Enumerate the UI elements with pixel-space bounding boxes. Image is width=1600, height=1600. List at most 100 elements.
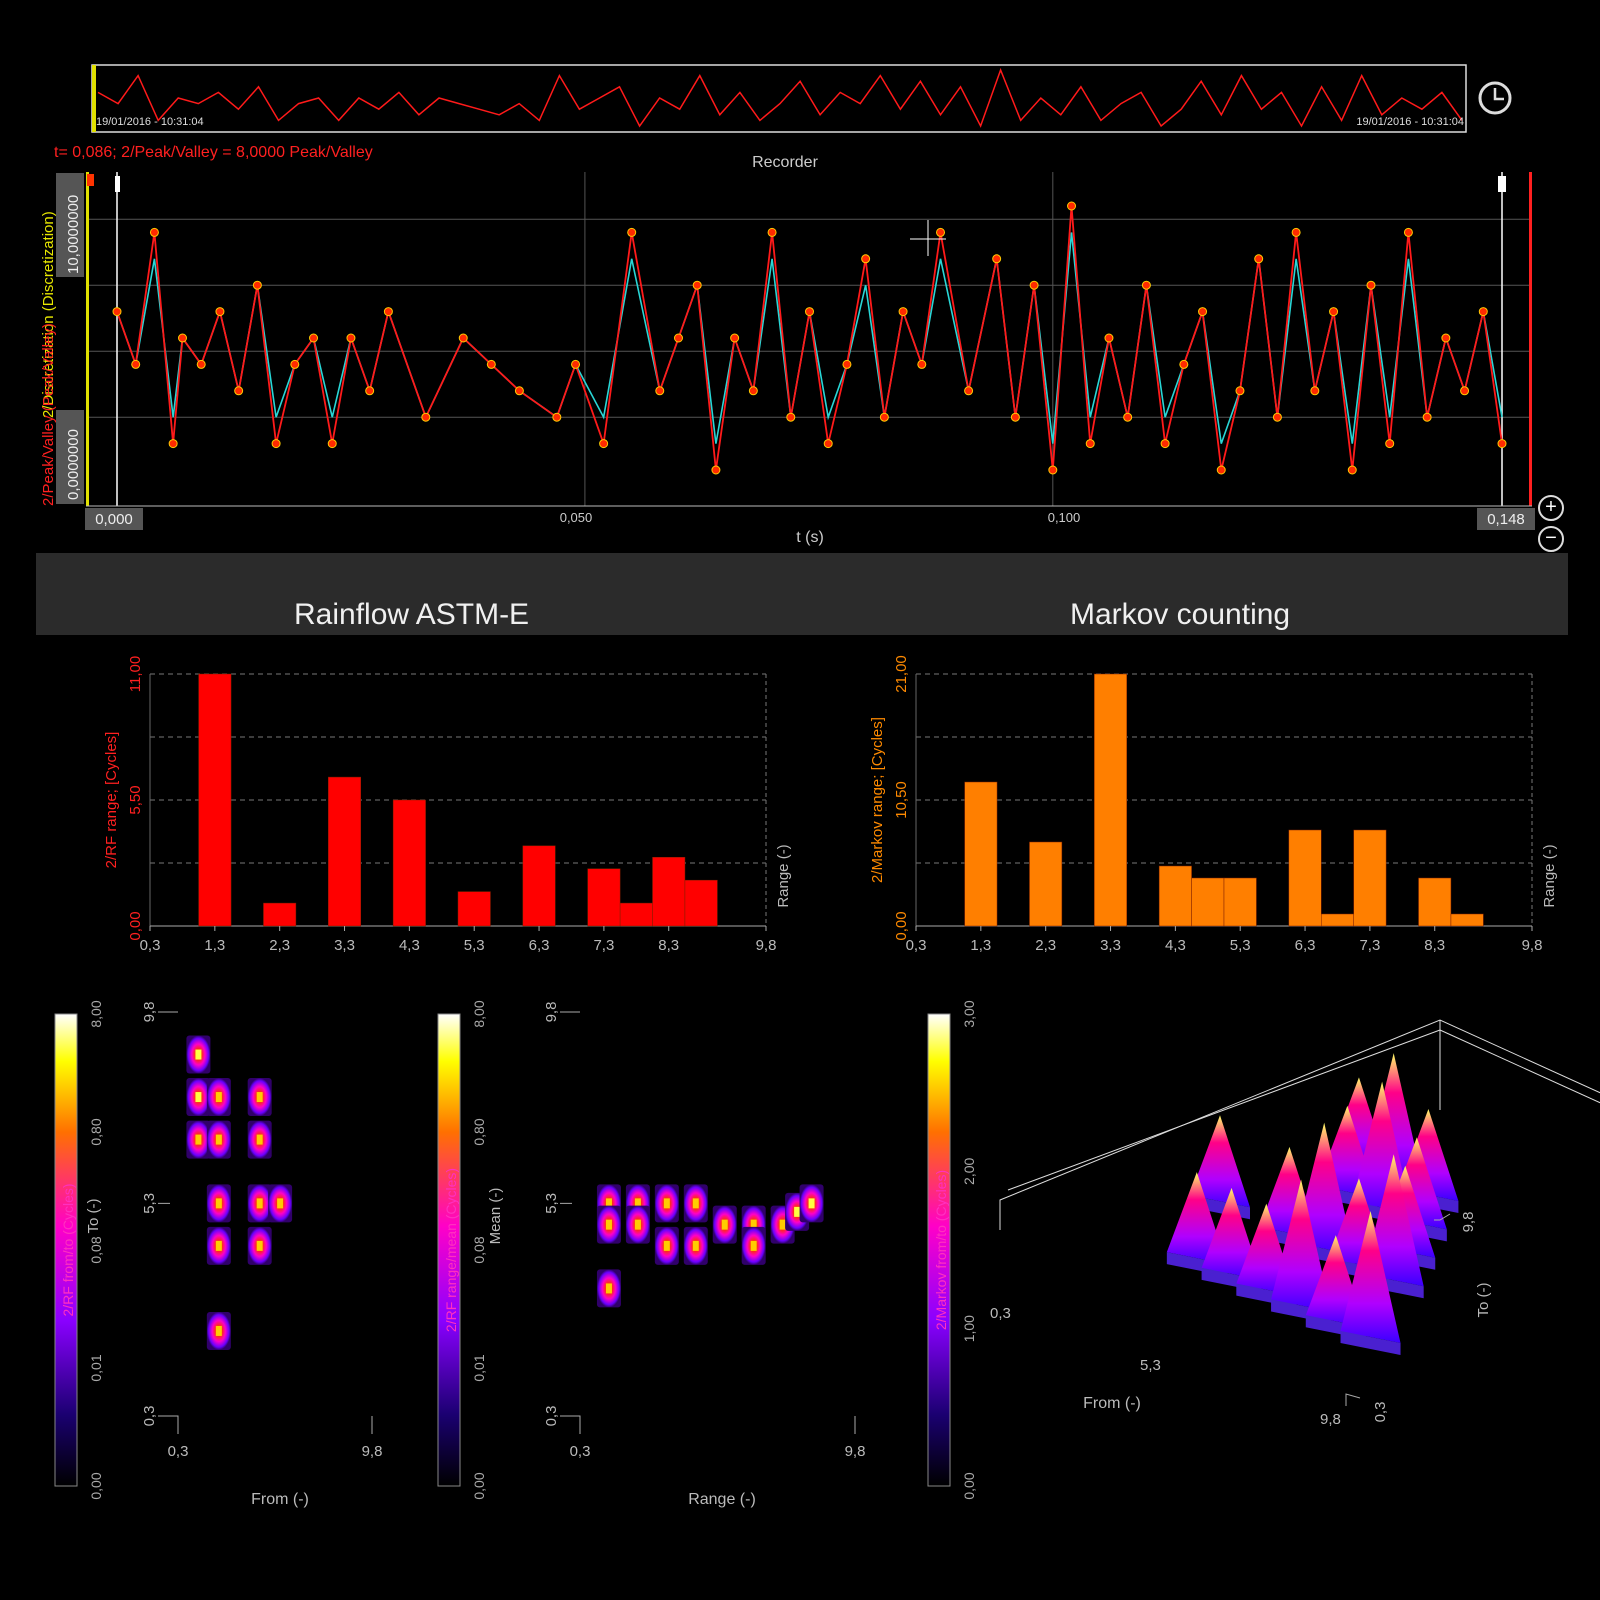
bar	[1029, 841, 1063, 927]
peak-valley-point	[1366, 280, 1376, 290]
rf-range-mean-heatmap[interactable]: 0,00 0,01 0,08 0,80 8,00 2/RF range/mean (Cyc…	[437, 1000, 866, 1508]
heat-core	[605, 1219, 612, 1230]
y-tick-label: 0,00	[127, 911, 144, 940]
peak-valley-point	[627, 227, 637, 237]
peak-valley-point	[767, 227, 777, 237]
peak-valley-point	[458, 333, 468, 343]
colorbar-tick: 0,00	[471, 1472, 487, 1499]
axis-tick	[1345, 1393, 1361, 1406]
peak-valley-point	[1272, 412, 1282, 422]
peak-valley-point	[1067, 201, 1077, 211]
heat-core	[721, 1219, 728, 1230]
heat-core	[215, 1198, 222, 1209]
bar	[263, 902, 297, 927]
rainflow-bar-chart[interactable]: 0,3 1,3 2,3 3,3 4,3 5,3 6,3 7,3 8,3 9,8 0,00 5,50 11…	[103, 656, 792, 954]
overview-start-time: 19/01/2016 - 10:31:04	[96, 116, 204, 128]
heat-core	[663, 1198, 670, 1209]
y-axis-label: To (-)	[1475, 1283, 1492, 1318]
x-tick-label: 3,3	[334, 937, 355, 954]
y-tick-label: 21,00	[893, 655, 910, 693]
surface-peak	[1340, 1211, 1401, 1344]
heat-core	[750, 1240, 757, 1251]
x-tick-label: 4,3	[1165, 937, 1186, 954]
x-tick-label: 5,3	[464, 937, 485, 954]
y-tick-label: 9,8	[543, 1002, 560, 1023]
colorbar-tick: 8,00	[471, 1000, 487, 1027]
bar	[1418, 877, 1452, 927]
peak-valley-point	[1010, 412, 1020, 422]
x-axis-label: Range (-)	[775, 844, 792, 907]
y-axis-label: To (-)	[85, 1199, 102, 1234]
peak-valley-point	[1329, 307, 1339, 317]
bar	[1353, 829, 1387, 927]
peak-valley-point	[1478, 307, 1488, 317]
surface-peak	[1271, 1179, 1332, 1312]
box-edge	[1439, 1029, 1600, 1104]
heat-core	[256, 1240, 263, 1251]
heat-core	[195, 1049, 202, 1060]
x-tick-label: 7,3	[593, 937, 614, 954]
x-tick-label: 5,3	[1230, 937, 1251, 954]
zoom-out-button[interactable]: −	[1538, 526, 1564, 552]
peak-valley-point	[112, 307, 122, 317]
x-tick-label: 9,8	[845, 1443, 866, 1460]
peak-valley-point	[786, 412, 796, 422]
heat-core	[750, 1219, 757, 1230]
heat-core	[692, 1198, 699, 1209]
colorbar-label: 2/Markov from/to (Cycles)	[933, 1170, 949, 1330]
y-tick-label: 5,50	[127, 785, 144, 814]
peak-valley-point	[1347, 465, 1357, 475]
bar	[198, 673, 232, 927]
peak-valley-point	[879, 412, 889, 422]
rf-from-to-heatmap[interactable]: 0,00 0,01 0,08 0,80 8,00 2/RF from/to (Cycles…	[54, 1000, 382, 1508]
peak-valley-point	[168, 439, 178, 449]
cursor-readout: t= 0,086; 2/Peak/Valley = 8,0000 Peak/Va…	[54, 144, 373, 161]
colorbar-tick: 0,00	[88, 1472, 104, 1499]
bar	[392, 799, 426, 927]
peak-valley-point	[599, 439, 609, 449]
heat-core	[215, 1134, 222, 1145]
peak-valley-point	[346, 333, 356, 343]
box-edge	[1007, 1029, 1441, 1191]
peak-valley-point	[936, 227, 946, 237]
recorder-plot[interactable]	[86, 172, 1532, 507]
zoom-in-button[interactable]: +	[1538, 495, 1564, 521]
x-tick-label: 3,3	[1100, 937, 1121, 954]
peak-valley-point	[1123, 412, 1133, 422]
markov-bar-chart[interactable]: 0,3 1,3 2,3 3,3 4,3 5,3 6,3 7,3 8,3 9,8 0,00 10,50 2…	[869, 655, 1558, 954]
overview-strip[interactable]: 19/01/2016 - 10:31:04 19/01/2016 - 10:31…	[91, 64, 1467, 133]
peak-valley-point	[1029, 280, 1039, 290]
peak-valley-point	[655, 386, 665, 396]
y-axis-label-yellow: 2/Discretization (Discretization)	[40, 211, 57, 418]
y-axis-label: 2/Markov range; [Cycles]	[869, 717, 886, 883]
peak-valley-point	[290, 359, 300, 369]
peak-valley-point	[964, 386, 974, 396]
peak-valley-point	[842, 359, 852, 369]
x-tick-label: 6,3	[529, 937, 550, 954]
peak-valley-point	[711, 465, 721, 475]
peak-valley-point	[1385, 439, 1395, 449]
markov-3d-surface[interactable]: 0,00 1,00 2,00 3,00 2/Markov from/to (Cycles…	[927, 1000, 1600, 1500]
peak-valley-point	[552, 412, 562, 422]
y-tick-label: 11,00	[127, 656, 144, 692]
clock-icon[interactable]	[1478, 81, 1512, 115]
overview-end-time: 19/01/2016 - 10:31:04	[1356, 116, 1464, 128]
peak-valley-point	[1497, 439, 1507, 449]
heat-core	[663, 1240, 670, 1251]
recorder-series	[112, 201, 1507, 475]
colorbar-tick: 0,08	[471, 1236, 487, 1263]
crosshair-cursor[interactable]	[910, 220, 946, 256]
bar	[587, 868, 621, 927]
x-tick-label: 0,3	[990, 1305, 1011, 1322]
peak-valley-point	[748, 386, 758, 396]
heat-core	[256, 1198, 263, 1209]
peak-valley-point	[1422, 412, 1432, 422]
peak-valley-point	[1198, 307, 1208, 317]
bar	[652, 857, 686, 927]
bar	[457, 891, 491, 927]
x-tick-label: 5,3	[1140, 1357, 1161, 1374]
colorbar-tick: 0,01	[471, 1354, 487, 1381]
bar	[522, 845, 556, 927]
x-axis-label: Range (-)	[1541, 844, 1558, 907]
peak-valley-point	[421, 412, 431, 422]
